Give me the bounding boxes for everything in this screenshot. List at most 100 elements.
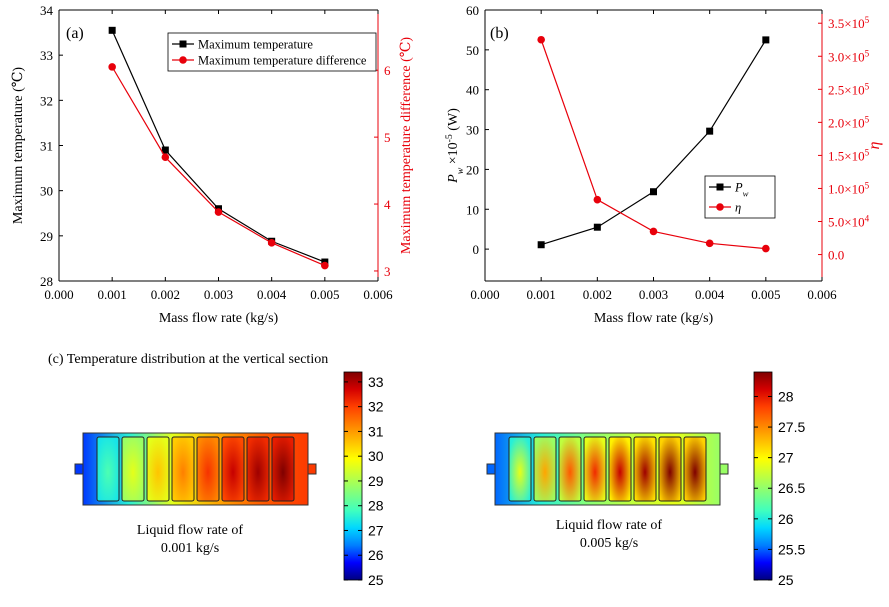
- battery-cell: [246, 436, 270, 502]
- x-tick-label: 0.003: [204, 287, 233, 302]
- y-right-tick-label: 1.0×105: [828, 180, 870, 196]
- left-caption-line2: 0.001 kg/s: [160, 541, 220, 556]
- colorbar-gradient: [753, 371, 773, 581]
- y-left-tick-label: 60: [466, 3, 479, 18]
- colorbar-tick-label: 28: [778, 388, 794, 404]
- legend-label: Pw: [734, 181, 749, 199]
- data-point-square: [161, 146, 169, 154]
- battery-cell: [533, 436, 557, 502]
- data-point-circle: [649, 227, 658, 236]
- colorbar-tick-label: 27: [778, 450, 794, 466]
- data-point-square: [650, 188, 657, 196]
- y-right-tick-label: 5.0×104: [828, 214, 870, 230]
- y-left-tick-label: 30: [466, 123, 479, 138]
- x-axis-label: Mass flow rate (kg/s): [594, 311, 714, 326]
- x-tick-label: 0.001: [527, 287, 556, 302]
- colorbar-tick-label: 25: [778, 572, 794, 588]
- legend: Maximum temperature Maximum temperature d…: [167, 32, 377, 72]
- battery-cell: [683, 436, 707, 502]
- x-tick-label: 0.006: [807, 287, 837, 302]
- legend-box: [167, 32, 377, 72]
- battery-cell: [608, 436, 632, 502]
- y-left-axis-label: Maximum temperature (℃): [11, 67, 26, 225]
- left-caption-line1: Liquid flow rate of: [136, 523, 244, 538]
- y-left-tick-label: 28: [40, 274, 53, 289]
- x-tick-label: 0.000: [470, 287, 499, 302]
- cooling-plate: [494, 432, 721, 506]
- left-heatmap-caption: Liquid flow rate of 0.001 kg/s: [115, 522, 265, 558]
- y-right-tick-label: 3.5×105: [828, 15, 870, 31]
- battery-cell: [558, 436, 582, 502]
- x-tick-label: 0.002: [151, 287, 180, 302]
- y-right-tick-label: 3.0×105: [828, 48, 870, 64]
- data-point-circle: [161, 153, 170, 162]
- data-point-circle: [321, 261, 329, 270]
- y-right-tick-label: 3: [384, 264, 391, 279]
- y-left-tick-label: 29: [40, 229, 53, 244]
- right-heatmap-caption: Liquid flow rate of 0.005 kg/s: [534, 517, 684, 553]
- y-right-tick-label: 6: [384, 63, 391, 78]
- y-left-axis-label: Pw ×10-5 (W): [444, 108, 466, 184]
- panel-label: (a): [66, 25, 84, 42]
- y-right-tick-label: 5: [384, 130, 391, 145]
- legend-label: Maximum temperature difference: [198, 54, 367, 68]
- y-right-axis-label: η: [866, 141, 883, 149]
- data-point-circle: [537, 35, 545, 44]
- x-axis-label: Mass flow rate (kg/s): [159, 311, 279, 326]
- battery-cell: [658, 436, 682, 502]
- y-left-tick-label: 32: [40, 93, 53, 108]
- colorbar-tick-label: 27.5: [778, 419, 805, 435]
- data-point-circle: [267, 239, 276, 247]
- battery-cell: [633, 436, 657, 502]
- battery-cell: [121, 436, 145, 502]
- colorbar-tick-label: 29: [368, 473, 384, 489]
- x-tick-label: 0.004: [257, 287, 287, 302]
- colorbar-tick-label: 26.5: [778, 480, 805, 496]
- battery-cell: [146, 436, 170, 502]
- y-left-tick-label: 50: [466, 43, 479, 58]
- data-point-square: [706, 127, 714, 135]
- y-right-tick-label: 2.5×105: [828, 81, 870, 97]
- y-right-tick-label: 2.0×105: [828, 114, 870, 130]
- data-point-square: [537, 241, 545, 249]
- colorbar-tick-label: 26: [368, 547, 384, 563]
- battery-cell: [196, 436, 220, 502]
- chart-panel-b: 0.000 0.001 0.002 0.003 0.004 0.005 0.006 Mass …: [444, 3, 884, 326]
- data-point-circle: [593, 195, 602, 204]
- battery-cell: [171, 436, 195, 502]
- right-heatmap: [486, 432, 729, 506]
- battery-cell: [96, 436, 120, 502]
- battery-cell: [583, 436, 607, 502]
- series-line-1: [111, 66, 326, 267]
- cooling-plate: [82, 432, 309, 506]
- left-heatmap: [74, 432, 317, 506]
- colorbar-gradient: [343, 371, 363, 581]
- legend-marker-circle: [179, 56, 187, 64]
- y-left-tick-label: 31: [40, 139, 53, 154]
- x-tick-label: 0.000: [44, 287, 73, 302]
- x-tick-label: 0.003: [639, 287, 668, 302]
- data-point-circle: [214, 208, 223, 216]
- colorbar-tick-label: 32: [368, 399, 384, 415]
- panel-label: (b): [490, 25, 509, 42]
- colorbar-tick-label: 28: [368, 498, 384, 514]
- y-right-tick-label: 1.5×105: [828, 147, 870, 163]
- x-tick-label: 0.004: [695, 287, 725, 302]
- y-left-tick-label: 10: [466, 202, 479, 217]
- y-left-tick-label: 34: [40, 3, 54, 18]
- left-colorbar: 33 32 31 30 29 28 27 26 25: [343, 371, 384, 588]
- legend-box: [704, 175, 776, 219]
- colorbar-tick-label: 27: [368, 522, 384, 538]
- legend-marker-square: [716, 183, 724, 191]
- x-tick-label: 0.002: [583, 287, 612, 302]
- y-right-tick-label: 4: [384, 197, 391, 212]
- x-tick-label: 0.005: [310, 287, 339, 302]
- right-colorbar: 28 27.5 27 26.5 26 25.5 25: [753, 371, 805, 588]
- y-right-tick-label: 0.0: [828, 248, 844, 263]
- data-point-square: [593, 223, 601, 231]
- battery-cell: [508, 436, 532, 502]
- data-point-square: [762, 36, 770, 44]
- data-point-circle: [762, 244, 770, 253]
- colorbar-tick-label: 26: [778, 511, 794, 527]
